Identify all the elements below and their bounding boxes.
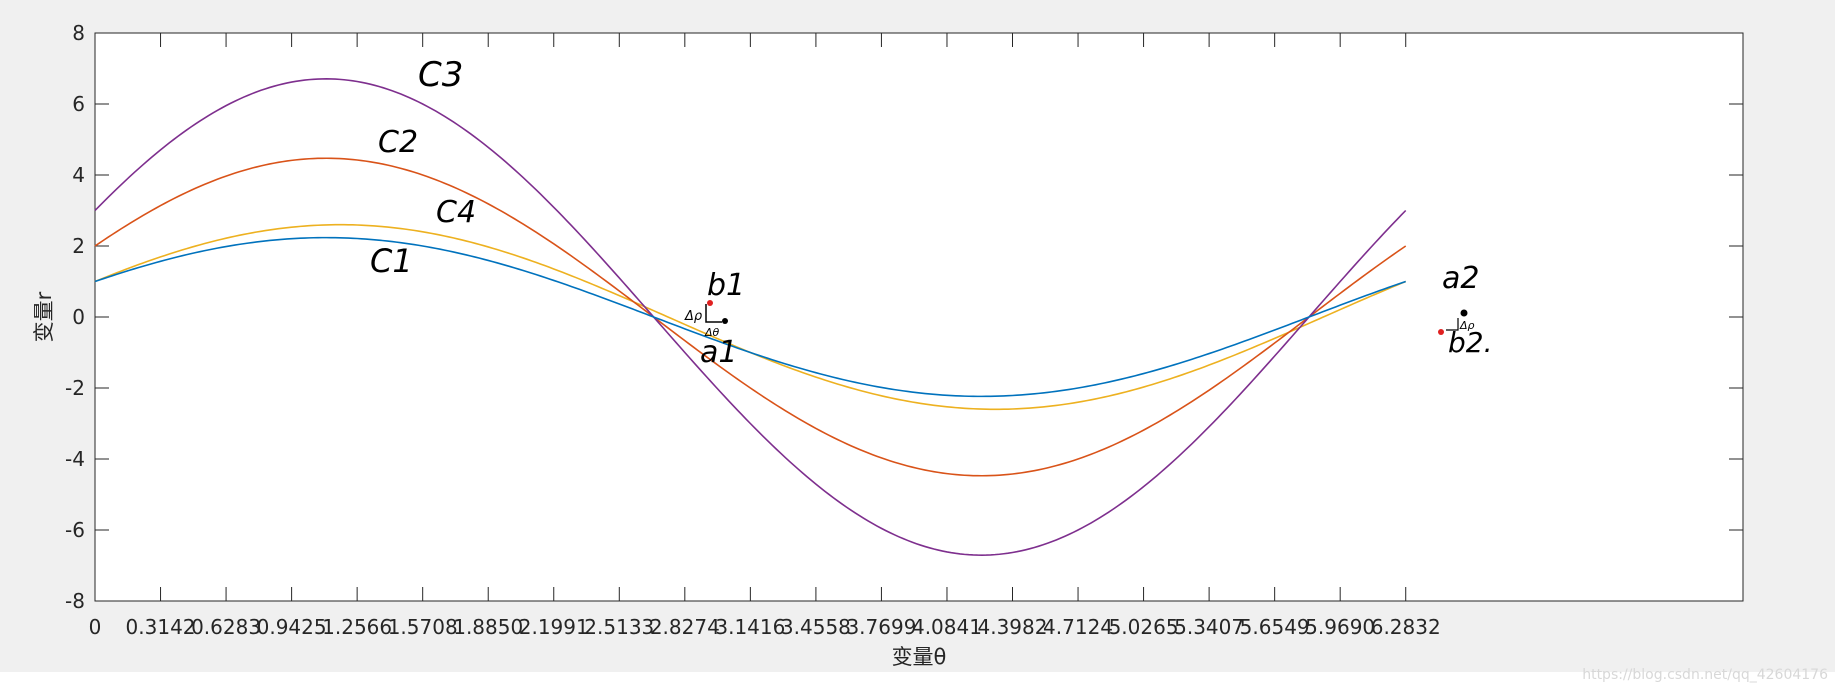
x-tick-label: 0.6283 xyxy=(191,615,261,639)
point-b1 xyxy=(707,300,713,306)
handwritten-annotations: C3 C2 C4 C1 b1 Δρ Δθ a1 a2 b2. Δρ xyxy=(370,55,1493,370)
y-tick-label: -8 xyxy=(65,589,85,613)
y-tick-label: -2 xyxy=(65,376,85,400)
x-tick-label: 1.2566 xyxy=(322,615,392,639)
y-tick-label: 2 xyxy=(72,234,85,258)
x-tick-label: 4.7124 xyxy=(1043,615,1113,639)
point-b2 xyxy=(1438,329,1444,335)
x-tick-label: 3.1416 xyxy=(715,615,785,639)
x-tick-label: 5.3407 xyxy=(1174,615,1244,639)
annotation-a1: a1 xyxy=(700,335,737,370)
series-line-c2 xyxy=(94,157,1407,477)
series-group xyxy=(94,78,1407,556)
annotation-c2: C2 xyxy=(378,125,418,160)
annotation-c1: C1 xyxy=(370,242,413,280)
series-line-c3 xyxy=(94,78,1407,556)
right-angle-marker-1 xyxy=(705,304,722,323)
x-tick-label: 1.5708 xyxy=(388,615,458,639)
y-tick-label: 8 xyxy=(72,21,85,45)
x-tick-label: 4.0841 xyxy=(912,615,982,639)
right-angle-marker-2 xyxy=(1446,318,1459,331)
y-tick-label: 4 xyxy=(72,163,85,187)
y-tick-label: 0 xyxy=(72,305,85,329)
annotation-b1: b1 xyxy=(707,268,745,303)
y-tick-label: -6 xyxy=(65,518,85,542)
x-tick-label: 4.3982 xyxy=(978,615,1048,639)
x-axis: 0 0.31420.62830.94251.25661.57081.88502.1… xyxy=(89,33,1441,639)
x-tick-label: 0 xyxy=(89,615,102,639)
annotation-delta-rho-2: Δρ xyxy=(1459,319,1475,332)
plot-area xyxy=(94,32,1744,602)
x-tick-label: 2.1991 xyxy=(519,615,589,639)
x-tick-label: 5.6549 xyxy=(1240,615,1310,639)
x-axis-label: 变量θ xyxy=(892,645,947,669)
annotation-delta-rho-1: Δρ xyxy=(684,309,703,324)
x-tick-label: 5.9690 xyxy=(1305,615,1375,639)
x-tick-label: 1.8850 xyxy=(453,615,523,639)
annotation-c3: C3 xyxy=(418,55,463,95)
annotation-b2: b2. xyxy=(1448,326,1493,359)
y-tick-label: 6 xyxy=(72,92,85,116)
x-tick-label: 2.8274 xyxy=(650,615,720,639)
x-tick-label: 2.5133 xyxy=(584,615,654,639)
annotation-a2: a2 xyxy=(1442,261,1479,296)
x-tick-label: 0.9425 xyxy=(257,615,327,639)
y-axis-label: 变量r xyxy=(32,291,56,342)
y-tick-label: -4 xyxy=(65,447,85,471)
x-tick-label: 3.7699 xyxy=(846,615,916,639)
point-a1 xyxy=(722,318,728,324)
x-tick-label: 5.0265 xyxy=(1109,615,1179,639)
x-tick-label: 0.3142 xyxy=(126,615,196,639)
x-tick-label: 3.4558 xyxy=(781,615,851,639)
series-line-c1 xyxy=(94,236,1406,398)
x-tick-label: 6.2832 xyxy=(1371,615,1441,639)
y-axis: 8 6 4 2 0 -2 -4 -6 -8 xyxy=(65,21,1743,613)
annotation-c4: C4 xyxy=(436,195,476,230)
watermark: https://blog.csdn.net/qq_42604176 xyxy=(1582,667,1828,683)
annotation-delta-theta: Δθ xyxy=(704,326,720,339)
point-a2 xyxy=(1460,309,1468,317)
